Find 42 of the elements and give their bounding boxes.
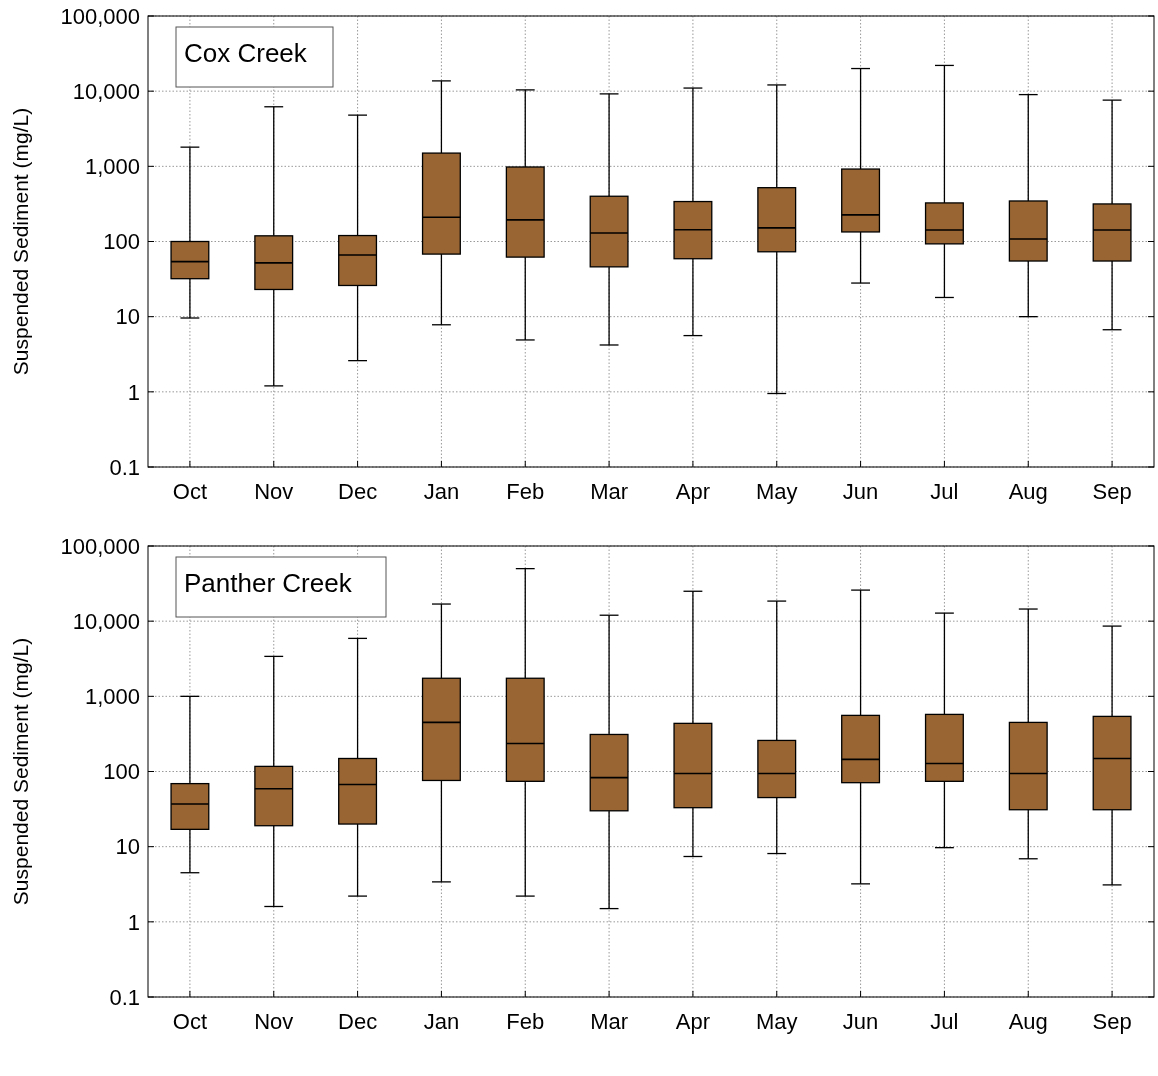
y-tick-label: 1 bbox=[127, 379, 140, 405]
x-tick-label: Dec bbox=[338, 1009, 378, 1034]
y-tick-label: 100,000 bbox=[60, 533, 140, 559]
y-tick-label: 10 bbox=[115, 304, 140, 330]
y-tick-label: 10,000 bbox=[72, 608, 140, 634]
x-tick-label: Aug bbox=[1008, 479, 1048, 504]
x-tick-label: Dec bbox=[338, 479, 378, 504]
x-tick-label: Jun bbox=[842, 1009, 879, 1034]
y-axis-title: Suspended Sediment (mg/L) bbox=[9, 637, 32, 906]
x-tick-label: Nov bbox=[254, 479, 294, 504]
x-tick-label: Jan bbox=[423, 1009, 460, 1034]
y-tick-label: 0.1 bbox=[109, 454, 140, 480]
y-tick-label: 10 bbox=[115, 834, 140, 860]
x-tick-label: Jul bbox=[930, 479, 959, 504]
y-tick-label: 100 bbox=[103, 759, 140, 785]
x-tick-label: May bbox=[755, 1009, 798, 1034]
y-tick-label: 1,000 bbox=[84, 154, 140, 180]
x-tick-label: Mar bbox=[590, 479, 629, 504]
y-tick-label: 100,000 bbox=[60, 3, 140, 29]
x-tick-label: Jan bbox=[423, 479, 460, 504]
x-tick-label: Feb bbox=[506, 1009, 545, 1034]
x-tick-label: Sep bbox=[1092, 1009, 1132, 1034]
y-axis-title: Suspended Sediment (mg/L) bbox=[9, 107, 32, 376]
x-tick-label: Aug bbox=[1008, 1009, 1048, 1034]
text: Cox Creek bbox=[184, 38, 308, 68]
y-tick-label: 1,000 bbox=[84, 684, 140, 710]
y-tick-label: 100 bbox=[103, 229, 140, 255]
x-tick-label: Jun bbox=[842, 479, 879, 504]
x-tick-label: Apr bbox=[675, 479, 711, 504]
x-tick-label: Oct bbox=[172, 479, 208, 504]
x-tick-label: May bbox=[755, 479, 798, 504]
y-tick-label: 10,000 bbox=[72, 78, 140, 104]
y-tick-label: 1 bbox=[127, 909, 140, 935]
x-tick-label: Nov bbox=[254, 1009, 294, 1034]
x-tick-label: Oct bbox=[172, 1009, 208, 1034]
x-tick-label: Apr bbox=[675, 1009, 711, 1034]
x-tick-label: Sep bbox=[1092, 479, 1132, 504]
x-tick-label: Feb bbox=[506, 479, 545, 504]
text: Panther Creek bbox=[184, 568, 353, 598]
x-tick-label: Mar bbox=[590, 1009, 629, 1034]
y-tick-label: 0.1 bbox=[109, 984, 140, 1010]
x-tick-label: Jul bbox=[930, 1009, 959, 1034]
